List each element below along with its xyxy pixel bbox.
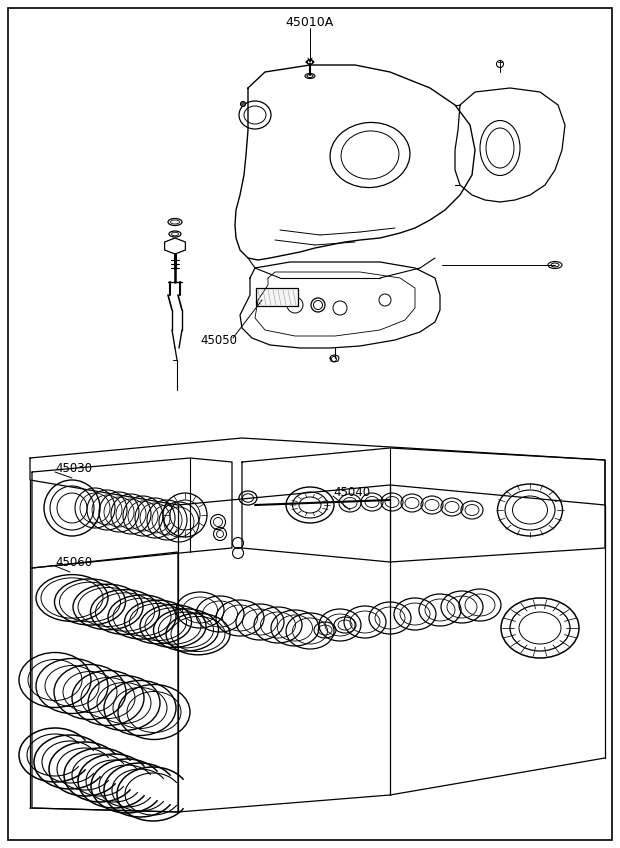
Text: 45010A: 45010A bbox=[286, 15, 334, 29]
Circle shape bbox=[497, 60, 503, 68]
Text: 45060: 45060 bbox=[55, 555, 92, 568]
Ellipse shape bbox=[548, 261, 562, 269]
Text: 45050: 45050 bbox=[200, 333, 237, 347]
Text: 45030: 45030 bbox=[55, 461, 92, 475]
Circle shape bbox=[311, 298, 325, 312]
Bar bbox=[256, 288, 298, 306]
Circle shape bbox=[308, 59, 312, 64]
Text: 45040: 45040 bbox=[333, 486, 370, 499]
Circle shape bbox=[241, 102, 246, 107]
